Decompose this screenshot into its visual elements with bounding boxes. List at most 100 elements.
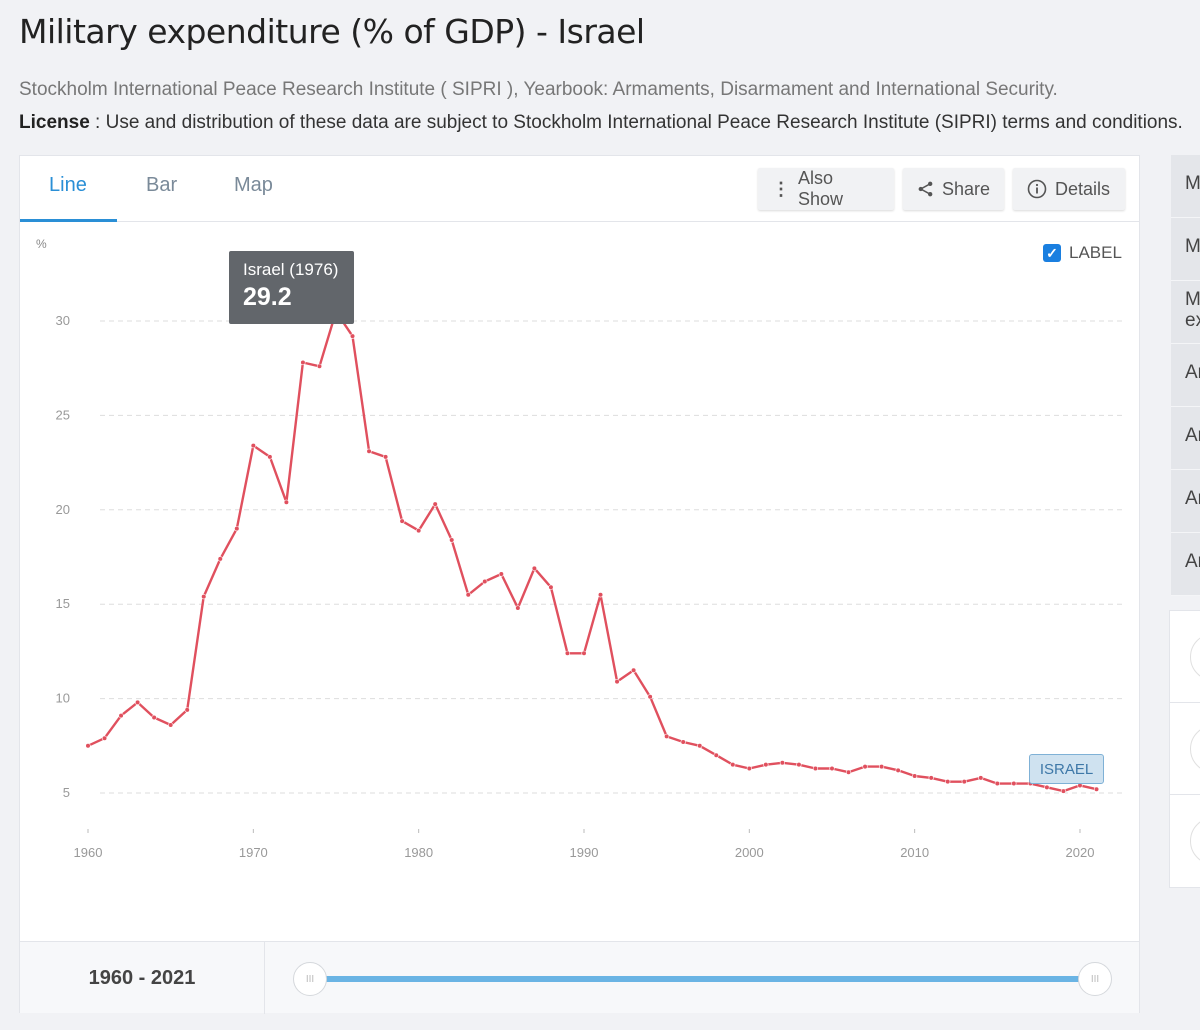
license-body: : Use and distribution of these data are… [89, 112, 1183, 133]
data-point [119, 713, 124, 718]
chart-card: Line Bar Map ⋮ Also Show Share Details ✓… [19, 155, 1140, 1014]
tab-map[interactable]: Map [234, 174, 273, 196]
tooltip-title: Israel (1976) [243, 260, 339, 279]
chart-tabs: Line Bar Map ⋮ Also Show Share Details [20, 156, 1139, 222]
x-tick-label: 2020 [1066, 845, 1095, 860]
active-tab-indicator [20, 219, 117, 222]
source-text: Stockholm International Peace Research I… [19, 79, 1058, 100]
data-point [598, 592, 603, 597]
related-indicators-sidebar: M M M ex Ar Ar Ar Ar [1171, 155, 1200, 596]
data-point [896, 768, 901, 773]
data-point [631, 668, 636, 673]
data-point [267, 454, 272, 459]
label-checkbox[interactable]: ✓ LABEL [1043, 243, 1122, 263]
chart-tooltip: Israel (1976) 29.2 [229, 251, 354, 324]
data-point [317, 364, 322, 369]
range-end-handle[interactable]: III [1078, 962, 1112, 996]
data-point [1011, 781, 1016, 786]
x-tick-label: 1960 [74, 845, 103, 860]
y-tick-label: 30 [56, 313, 70, 328]
sidebar-card[interactable] [1170, 703, 1200, 795]
data-point [1044, 785, 1049, 790]
related-indicator-item[interactable]: M ex [1171, 281, 1200, 344]
details-button[interactable]: Details [1013, 168, 1125, 210]
data-point [168, 723, 173, 728]
data-point [763, 762, 768, 767]
data-point [548, 585, 553, 590]
related-indicator-item[interactable]: Ar [1171, 533, 1200, 596]
data-point [251, 443, 256, 448]
license-text: License : Use and distribution of these … [19, 112, 1183, 134]
range-start-handle[interactable]: III [293, 962, 327, 996]
share-label: Share [941, 178, 990, 199]
tab-bar[interactable]: Bar [146, 174, 178, 196]
data-point [863, 764, 868, 769]
data-point [185, 707, 190, 712]
data-point [995, 781, 1000, 786]
data-point [383, 454, 388, 459]
y-tick-label: 25 [56, 407, 70, 422]
data-point [664, 734, 669, 739]
card-circle-icon [1190, 633, 1200, 681]
data-point [730, 762, 735, 767]
data-point [615, 679, 620, 684]
line-chart: % 5 10 15 20 25 30 1960 1970 1980 1990 2000 2010 2020 [36, 237, 1125, 860]
x-tick-label: 1970 [239, 845, 268, 860]
range-slider-track[interactable] [310, 976, 1095, 982]
data-point [86, 743, 90, 748]
y-tick-label: 15 [56, 596, 70, 611]
data-point [648, 694, 653, 699]
card-circle-icon [1190, 725, 1200, 773]
checkbox-checked-icon[interactable]: ✓ [1043, 244, 1061, 262]
sidebar-cards [1169, 610, 1200, 888]
sidebar-card[interactable] [1170, 611, 1200, 703]
related-indicator-item[interactable]: Ar [1171, 407, 1200, 470]
more-vertical-icon: ⋮ [772, 178, 790, 199]
range-slider-bar: 1960 - 2021 III III [20, 941, 1139, 1014]
data-point [1094, 787, 1099, 792]
tooltip-value: 29.2 [243, 283, 292, 311]
related-indicator-item[interactable]: M [1171, 155, 1200, 218]
data-point [234, 526, 239, 531]
data-point [714, 753, 719, 758]
data-point [135, 700, 140, 705]
data-point [466, 592, 471, 597]
info-icon [1027, 179, 1047, 199]
related-indicator-item[interactable]: M [1171, 218, 1200, 281]
y-tick-label: 10 [56, 691, 70, 706]
data-point [499, 571, 504, 576]
share-button[interactable]: Share [903, 168, 1004, 210]
data-point [284, 500, 289, 505]
data-point [400, 519, 405, 524]
also-show-label: Also Show [798, 168, 844, 209]
x-tick-label: 2000 [735, 845, 764, 860]
sidebar-card[interactable] [1170, 795, 1200, 887]
data-point [681, 740, 686, 745]
data-point [846, 770, 851, 775]
y-tick-label: 20 [56, 502, 70, 517]
data-point [152, 715, 157, 720]
data-point [102, 736, 107, 741]
data-point [945, 779, 950, 784]
license-label: License [19, 112, 90, 133]
data-point [747, 766, 752, 771]
x-tick-label: 2010 [900, 845, 929, 860]
related-indicator-item[interactable]: Ar [1171, 470, 1200, 533]
data-point [829, 766, 834, 771]
data-point [367, 449, 372, 454]
x-tick-label: 1990 [570, 845, 599, 860]
related-indicator-item[interactable]: Ar [1171, 344, 1200, 407]
data-point [796, 762, 801, 767]
page-title: Military expenditure (% of GDP) - Israel [19, 12, 645, 51]
data-point [416, 528, 421, 533]
data-point [1061, 789, 1066, 794]
series-label-israel: ISRAEL [1029, 754, 1104, 784]
label-checkbox-text: LABEL [1069, 243, 1122, 262]
year-range-text: 1960 - 2021 [20, 942, 265, 1014]
tab-line[interactable]: Line [49, 174, 87, 196]
series-line-israel [87, 310, 1097, 793]
also-show-button[interactable]: ⋮ Also Show [758, 168, 894, 210]
data-point [978, 775, 983, 780]
data-point [581, 651, 586, 656]
data-point [1077, 783, 1082, 788]
